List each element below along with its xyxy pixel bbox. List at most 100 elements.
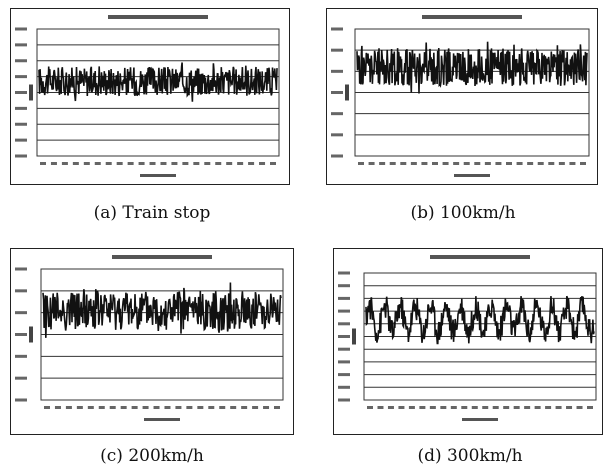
chart-c-svg [15, 255, 284, 421]
caption-b: (b) 100km/h [410, 203, 516, 223]
x-tick-label-illegible [131, 406, 138, 409]
x-tick-label-illegible [54, 406, 61, 409]
y-tick-label-illegible [15, 289, 27, 293]
x-tick-label-illegible [387, 406, 394, 409]
caption-d: (d) 300km/h [417, 446, 523, 466]
y-axis-label-illegible [345, 84, 349, 101]
x-tick-label-illegible [153, 406, 160, 409]
x-tick-label-illegible [421, 162, 428, 165]
x-tick-label-illegible [61, 162, 68, 165]
y-tick-label-illegible [338, 373, 350, 377]
x-tick-label-illegible [259, 162, 266, 165]
x-tick-label-illegible [94, 162, 101, 165]
y-tick-label-illegible [15, 91, 27, 94]
x-tick-label-illegible [410, 162, 417, 165]
y-tick-label-illegible [331, 154, 343, 158]
x-tick-label-illegible [248, 162, 255, 165]
x-tick-label-illegible [440, 406, 447, 409]
x-tick-label-illegible [197, 406, 204, 409]
x-tick-label-illegible [576, 406, 583, 409]
x-tick-label-illegible [389, 162, 396, 165]
x-tick-label-illegible [98, 406, 105, 409]
y-tick-label-illegible [15, 376, 27, 380]
x-tick-label-illegible [432, 162, 438, 165]
chart-title-illegible [108, 15, 208, 19]
x-axis-label-illegible [462, 418, 498, 421]
x-tick-label-illegible [142, 406, 149, 409]
x-tick-label-illegible [120, 406, 127, 409]
y-tick-label-illegible [15, 75, 27, 79]
chart-frame-c [10, 248, 294, 435]
x-tick-label-illegible [471, 406, 478, 409]
x-tick-label-illegible [537, 162, 544, 165]
chart-title-illegible [112, 255, 212, 259]
x-tick-label-illegible [65, 406, 72, 409]
series-line [38, 62, 278, 102]
x-tick-label-illegible [545, 406, 552, 409]
x-tick-label-illegible [50, 162, 57, 165]
x-tick-label-illegible [429, 406, 436, 409]
chart-a-svg [15, 15, 280, 177]
series-line [356, 41, 588, 94]
x-tick-label-illegible [566, 406, 573, 409]
x-tick-label-illegible [450, 406, 457, 409]
x-tick-label-illegible [219, 406, 226, 409]
y-tick-label-illegible [338, 398, 350, 402]
x-tick-label-illegible [555, 406, 562, 409]
x-tick-label-illegible [516, 162, 523, 165]
y-tick-label-illegible [331, 112, 343, 116]
y-tick-label-illegible [338, 347, 350, 351]
x-tick-label-illegible [513, 406, 520, 409]
x-tick-label-illegible [138, 162, 145, 165]
x-tick-label-illegible [495, 162, 502, 165]
y-tick-label-illegible [331, 48, 343, 52]
y-tick-label-illegible [15, 333, 27, 336]
title-mark [108, 15, 208, 19]
chart-frame-a [10, 8, 290, 185]
y-tick-label-illegible [338, 296, 350, 300]
x-tick-label-illegible [116, 162, 123, 165]
x-tick-label-illegible [484, 162, 491, 165]
x-tick-label-illegible [400, 162, 407, 165]
x-tick-label-illegible [419, 406, 426, 409]
y-axis-label-illegible [29, 84, 33, 101]
x-tick-label-illegible [44, 406, 50, 409]
chart-d-svg [338, 255, 597, 421]
x-axis-label-illegible [140, 174, 176, 177]
x-axis-label-illegible [144, 418, 180, 421]
y-tick-label-illegible [338, 322, 350, 326]
y-tick-label-illegible [15, 311, 27, 315]
y-tick-label-illegible [15, 267, 27, 271]
x-axis-label-illegible [454, 174, 490, 177]
y-tick-label-illegible [15, 43, 27, 47]
x-tick-label-illegible [164, 406, 171, 409]
x-tick-label-illegible [270, 162, 276, 165]
x-tick-label-illegible [492, 406, 499, 409]
x-tick-label-illegible [379, 162, 386, 165]
y-tick-label-illegible [338, 335, 350, 338]
x-tick-label-illegible [83, 162, 90, 165]
y-axis-label-illegible [352, 328, 356, 345]
y-tick-label-illegible [15, 122, 27, 126]
x-tick-label-illegible [461, 406, 468, 409]
x-tick-label-illegible [72, 162, 79, 165]
x-tick-label-illegible [237, 162, 244, 165]
y-tick-label-illegible [15, 154, 27, 158]
y-tick-label-illegible [331, 69, 343, 73]
caption-c: (c) 200km/h [100, 446, 204, 466]
y-tick-label-illegible [15, 27, 27, 31]
x-tick-label-illegible [587, 406, 593, 409]
x-tick-label-illegible [230, 406, 237, 409]
x-tick-label-illegible [241, 406, 248, 409]
y-tick-label-illegible [331, 133, 343, 137]
x-tick-label-illegible [105, 162, 112, 165]
x-tick-label-illegible [558, 162, 565, 165]
x-tick-label-illegible [215, 162, 222, 165]
x-tick-label-illegible [408, 406, 415, 409]
chart-b-svg [331, 15, 590, 177]
y-tick-label-illegible [15, 59, 27, 63]
x-tick-label-illegible [463, 162, 470, 165]
chart-frame-d [333, 248, 603, 435]
title-mark [430, 255, 530, 259]
x-tick-label-illegible [368, 162, 375, 165]
